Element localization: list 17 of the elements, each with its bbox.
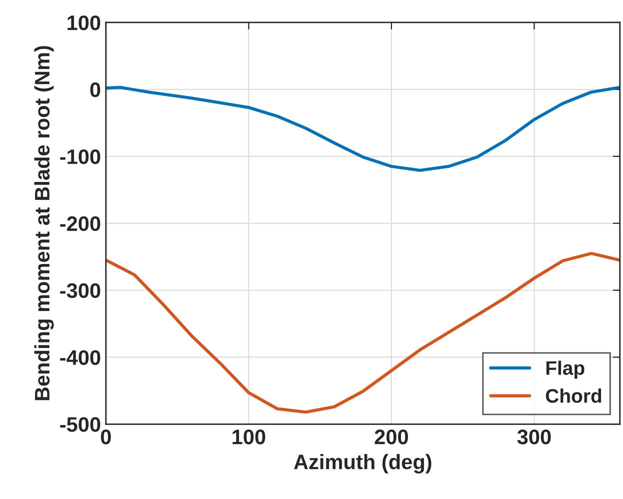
y-axis-title: Bending moment at Blade root (Nm)	[34, 46, 54, 400]
x-axis-title: Azimuth (deg)	[294, 454, 432, 474]
y-tick-label: 100	[68, 15, 100, 30]
y-tick-label: -400	[60, 350, 100, 365]
legend-label: Chord	[546, 388, 602, 403]
y-tick-label: -100	[60, 149, 100, 164]
x-tick-label: 100	[232, 430, 266, 444]
x-tick-label: 300	[517, 430, 551, 444]
x-tick-label: 200	[374, 430, 408, 444]
line-series	[106, 252, 620, 414]
y-tick-label: 0	[90, 82, 100, 98]
x-tick-label: 0	[100, 430, 111, 444]
y-tick-label: -300	[60, 283, 100, 298]
line-series	[106, 86, 620, 172]
legend-label: Flap	[546, 360, 584, 379]
y-tick-label: -500	[60, 417, 100, 432]
y-tick-label: -200	[60, 216, 100, 232]
